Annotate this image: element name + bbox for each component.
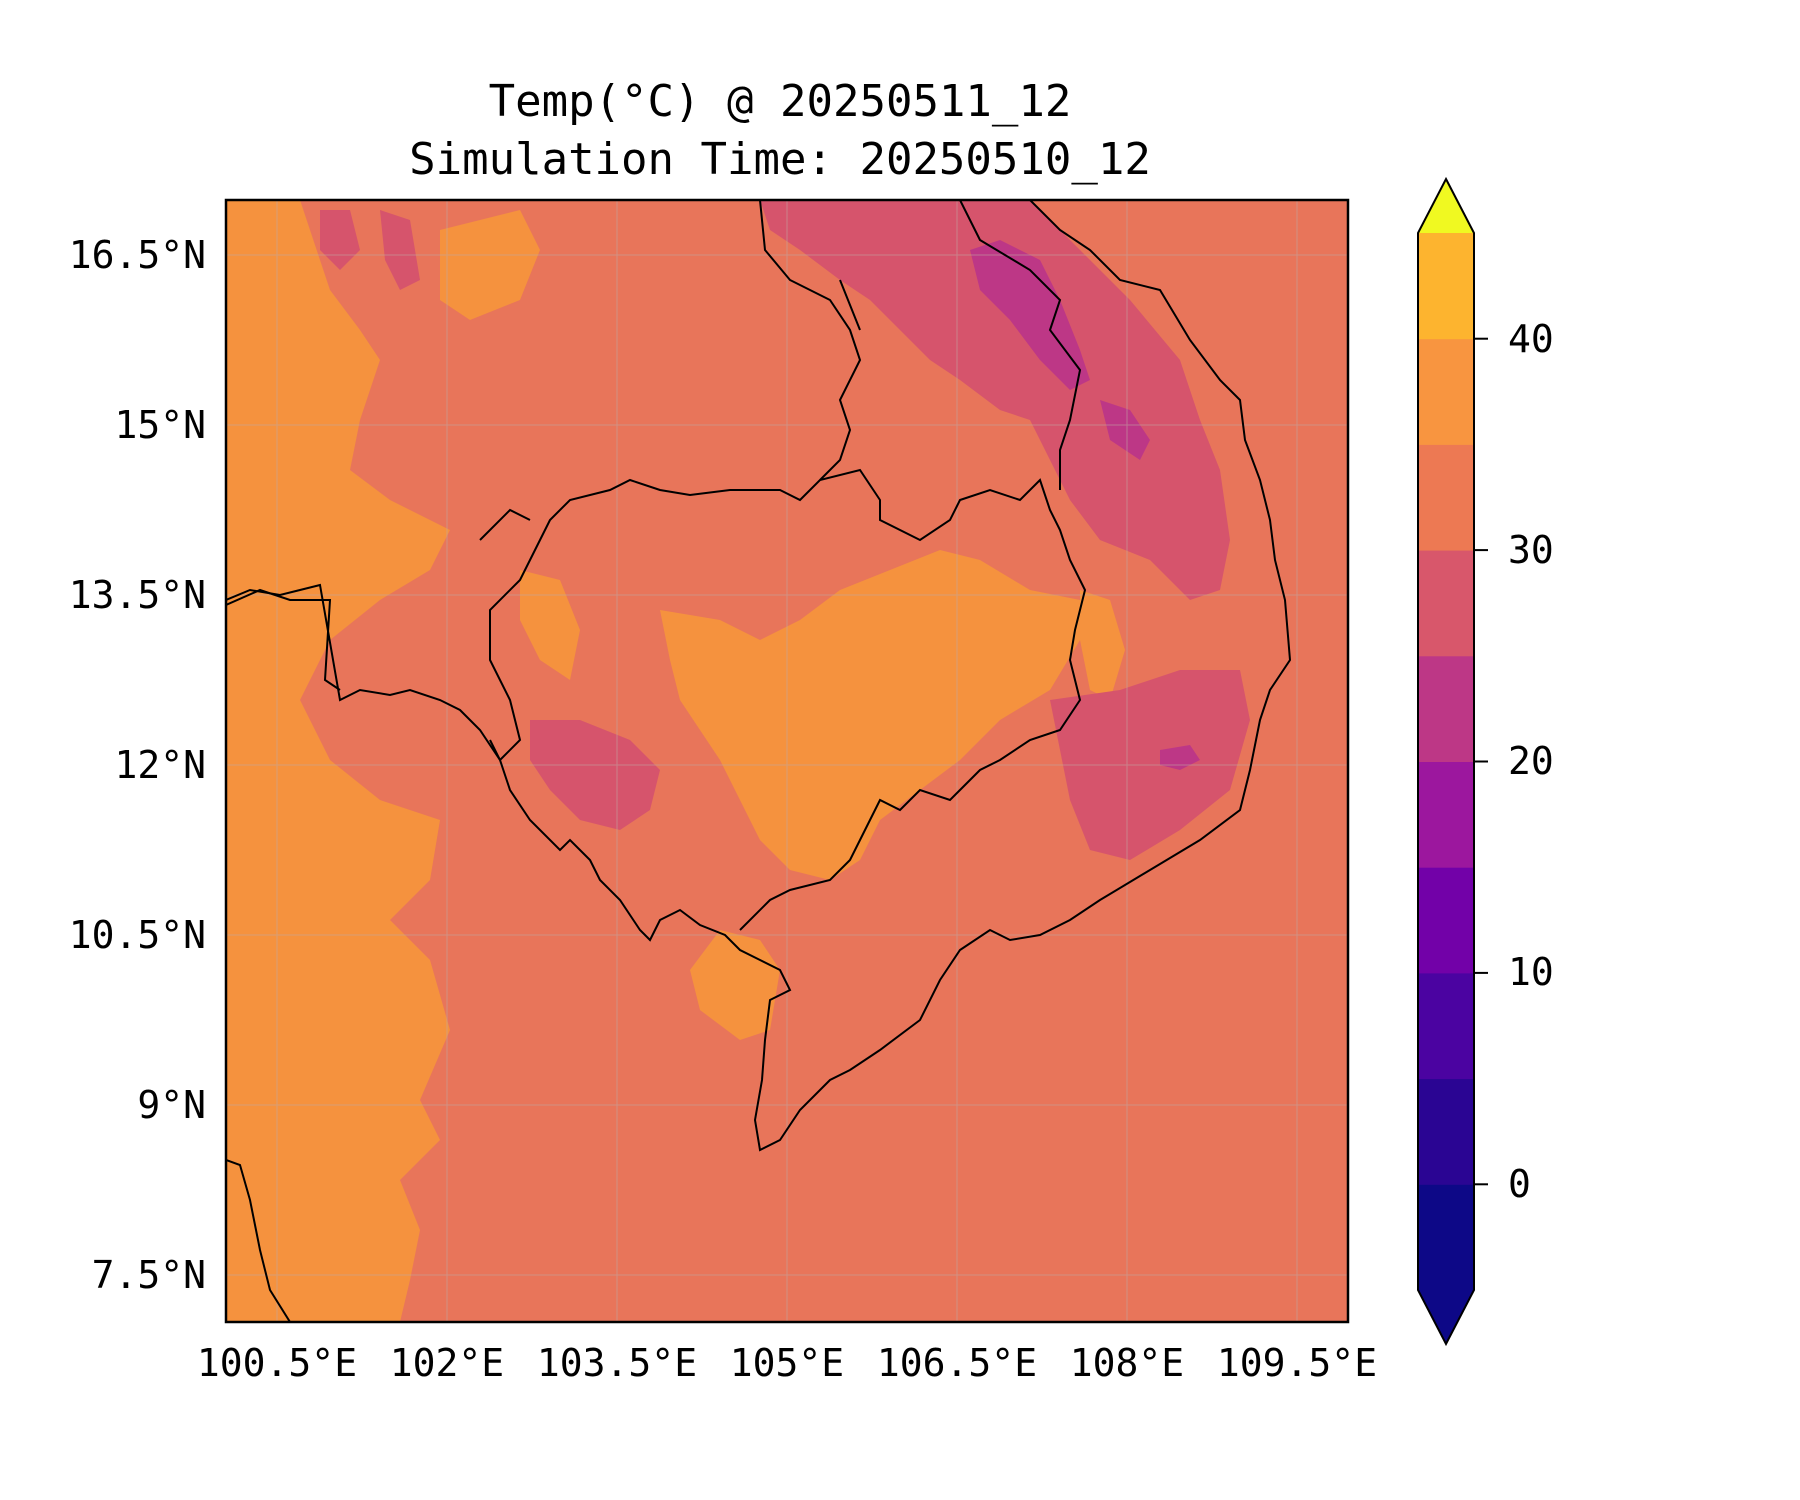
warm-zone-central bbox=[660, 550, 1080, 880]
colorbar-segment bbox=[1418, 233, 1474, 340]
cold-zone-core bbox=[970, 240, 1090, 390]
lat-tick-label: 13.5°N bbox=[69, 573, 206, 617]
plot-title: Temp(°C) @ 20250511_12 bbox=[488, 76, 1072, 127]
lon-tick-label: 105°E bbox=[730, 1341, 844, 1385]
map-frame bbox=[224, 198, 1350, 1324]
border-thai-cambodia-north bbox=[226, 508, 531, 691]
colorbar-extend-min bbox=[1418, 1290, 1474, 1344]
lat-tick-label: 12°N bbox=[114, 743, 206, 787]
warm-zone-west-cambodia bbox=[520, 570, 580, 680]
lon-tick-label: 103.5°E bbox=[537, 1341, 697, 1385]
border-laos bbox=[759, 200, 1082, 490]
warm-zone-east bbox=[1080, 590, 1125, 700]
cold-zone-south bbox=[1160, 745, 1200, 770]
lon-tick-label: 100.5°E bbox=[197, 1341, 357, 1385]
colorbar-segment bbox=[1418, 338, 1474, 445]
colorbar-segment bbox=[1418, 1078, 1474, 1185]
colorbar-extend-max bbox=[1418, 179, 1474, 233]
coastline-borders bbox=[226, 200, 1292, 1322]
colorbar-tick-labels: 0 10 20 30 40 bbox=[1508, 317, 1554, 1206]
colorbar-tick-label: 0 bbox=[1508, 1162, 1531, 1206]
lat-tick-label: 15°N bbox=[114, 403, 206, 447]
colorbar-tick-label: 30 bbox=[1508, 528, 1554, 572]
lon-tick-label: 106.5°E bbox=[877, 1341, 1037, 1385]
colorbar-segment bbox=[1418, 1184, 1474, 1291]
warm-zone-north bbox=[440, 210, 540, 320]
lat-tick-label: 9°N bbox=[137, 1083, 206, 1127]
colorbar-segment bbox=[1418, 655, 1474, 762]
colorbar-tick-label: 10 bbox=[1508, 950, 1554, 994]
lat-tick-labels: 16.5°N 15°N 13.5°N 12°N 10.5°N 9°N 7.5°N bbox=[69, 233, 206, 1297]
colorbar-outline bbox=[1417, 176, 1475, 1347]
colorbar-segment bbox=[1418, 444, 1474, 551]
cold-zone-east bbox=[1100, 400, 1150, 460]
plot-subtitle: Simulation Time: 20250510_12 bbox=[409, 134, 1151, 185]
colorbar bbox=[1417, 176, 1488, 1347]
map-gridlines bbox=[226, 200, 1348, 1322]
lat-tick-label: 16.5°N bbox=[69, 233, 206, 277]
colorbar-tick-label: 20 bbox=[1508, 739, 1554, 783]
lon-tick-labels: 100.5°E 102°E 103.5°E 105°E 106.5°E 108°… bbox=[197, 1341, 1377, 1385]
lon-tick-label: 109.5°E bbox=[1217, 1341, 1377, 1385]
cool-zone-northwest bbox=[320, 210, 420, 290]
lat-tick-label: 7.5°N bbox=[92, 1253, 206, 1297]
colorbar-segment bbox=[1418, 867, 1474, 974]
cool-zone-northeast bbox=[760, 200, 1230, 600]
colorbar-tick-label: 40 bbox=[1508, 317, 1554, 361]
lon-tick-label: 108°E bbox=[1070, 1341, 1184, 1385]
colorbar-segment bbox=[1418, 761, 1474, 868]
lon-tick-label: 102°E bbox=[390, 1341, 504, 1385]
colorbar-segment bbox=[1418, 550, 1474, 657]
warm-zone-south bbox=[690, 930, 780, 1040]
cool-zone-cardamom bbox=[530, 720, 660, 830]
coastline-thailand-west bbox=[226, 583, 501, 1322]
border-cambodia bbox=[489, 468, 1087, 931]
colorbar-segment bbox=[1418, 972, 1474, 1080]
warm-zone-west bbox=[226, 200, 450, 1322]
lat-tick-label: 10.5°N bbox=[69, 913, 206, 957]
coastline-vietnam-cambodia-gulf bbox=[489, 200, 1292, 1152]
temperature-map bbox=[226, 200, 1348, 1322]
